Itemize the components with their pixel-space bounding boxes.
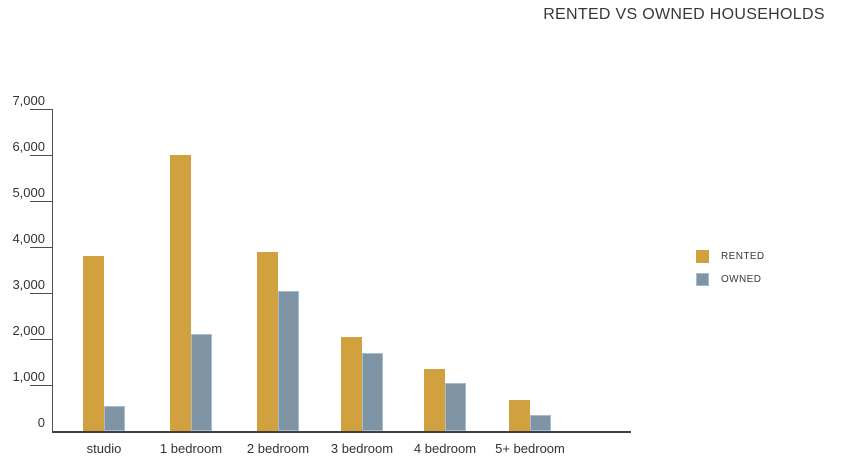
plot-area: 0 1,000 2,000 3,000 4,000 5,000 6,000 7,000 stud… xyxy=(12,94,631,456)
y-tick-label: 5,000 xyxy=(12,185,45,200)
legend-item-rented: RENTED xyxy=(696,249,765,263)
y-tick xyxy=(30,201,52,202)
x-category-label: studio xyxy=(86,441,122,456)
y-tick-label: 4,000 xyxy=(12,231,45,246)
y-tick xyxy=(30,339,52,340)
rented-bar-studio xyxy=(83,256,104,431)
rented-bar-5-bedroom xyxy=(509,400,530,431)
rented-bar-2-bedroom xyxy=(257,252,278,431)
rented-swatch-icon xyxy=(696,249,709,263)
x-category-label: 3 bedroom xyxy=(330,441,394,456)
y-tick xyxy=(30,109,52,110)
y-tick-label: 7,000 xyxy=(12,93,45,108)
x-category-label: 2 bedroom xyxy=(246,441,310,456)
y-tick xyxy=(30,293,52,294)
owned-bar-2-bedroom xyxy=(278,291,299,431)
owned-bar-studio xyxy=(104,406,125,431)
y-tick-label: 0 xyxy=(37,415,45,430)
owned-bar-4-bedroom xyxy=(445,383,466,431)
rented-bar-3-bedroom xyxy=(341,337,362,431)
legend: RENTED OWNED xyxy=(696,249,765,295)
y-tick-label: 1,000 xyxy=(12,369,45,384)
y-tick-label: 2,000 xyxy=(12,323,45,338)
owned-swatch-icon xyxy=(696,272,709,286)
owned-bar-3-bedroom xyxy=(362,353,383,431)
rented-bar-4-bedroom xyxy=(424,369,445,431)
y-tick xyxy=(30,385,52,386)
legend-item-owned: OWNED xyxy=(696,272,765,286)
y-tick-label: 6,000 xyxy=(12,139,45,154)
legend-label-rented: RENTED xyxy=(721,250,765,262)
chart-title: RENTED VS OWNED HOUSEHOLDS xyxy=(543,6,825,23)
x-category-label: 1 bedroom xyxy=(159,441,223,456)
x-category-label: 4 bedroom xyxy=(413,441,477,456)
rented-bar-1-bedroom xyxy=(170,155,191,431)
y-tick xyxy=(30,247,52,248)
x-category-label: 5+ bedroom xyxy=(495,441,565,456)
legend-label-owned: OWNED xyxy=(721,273,762,285)
owned-bar-1-bedroom xyxy=(191,334,212,431)
owned-bar-5-bedroom xyxy=(530,415,551,431)
y-tick-label: 3,000 xyxy=(12,277,45,292)
y-tick xyxy=(30,155,52,156)
